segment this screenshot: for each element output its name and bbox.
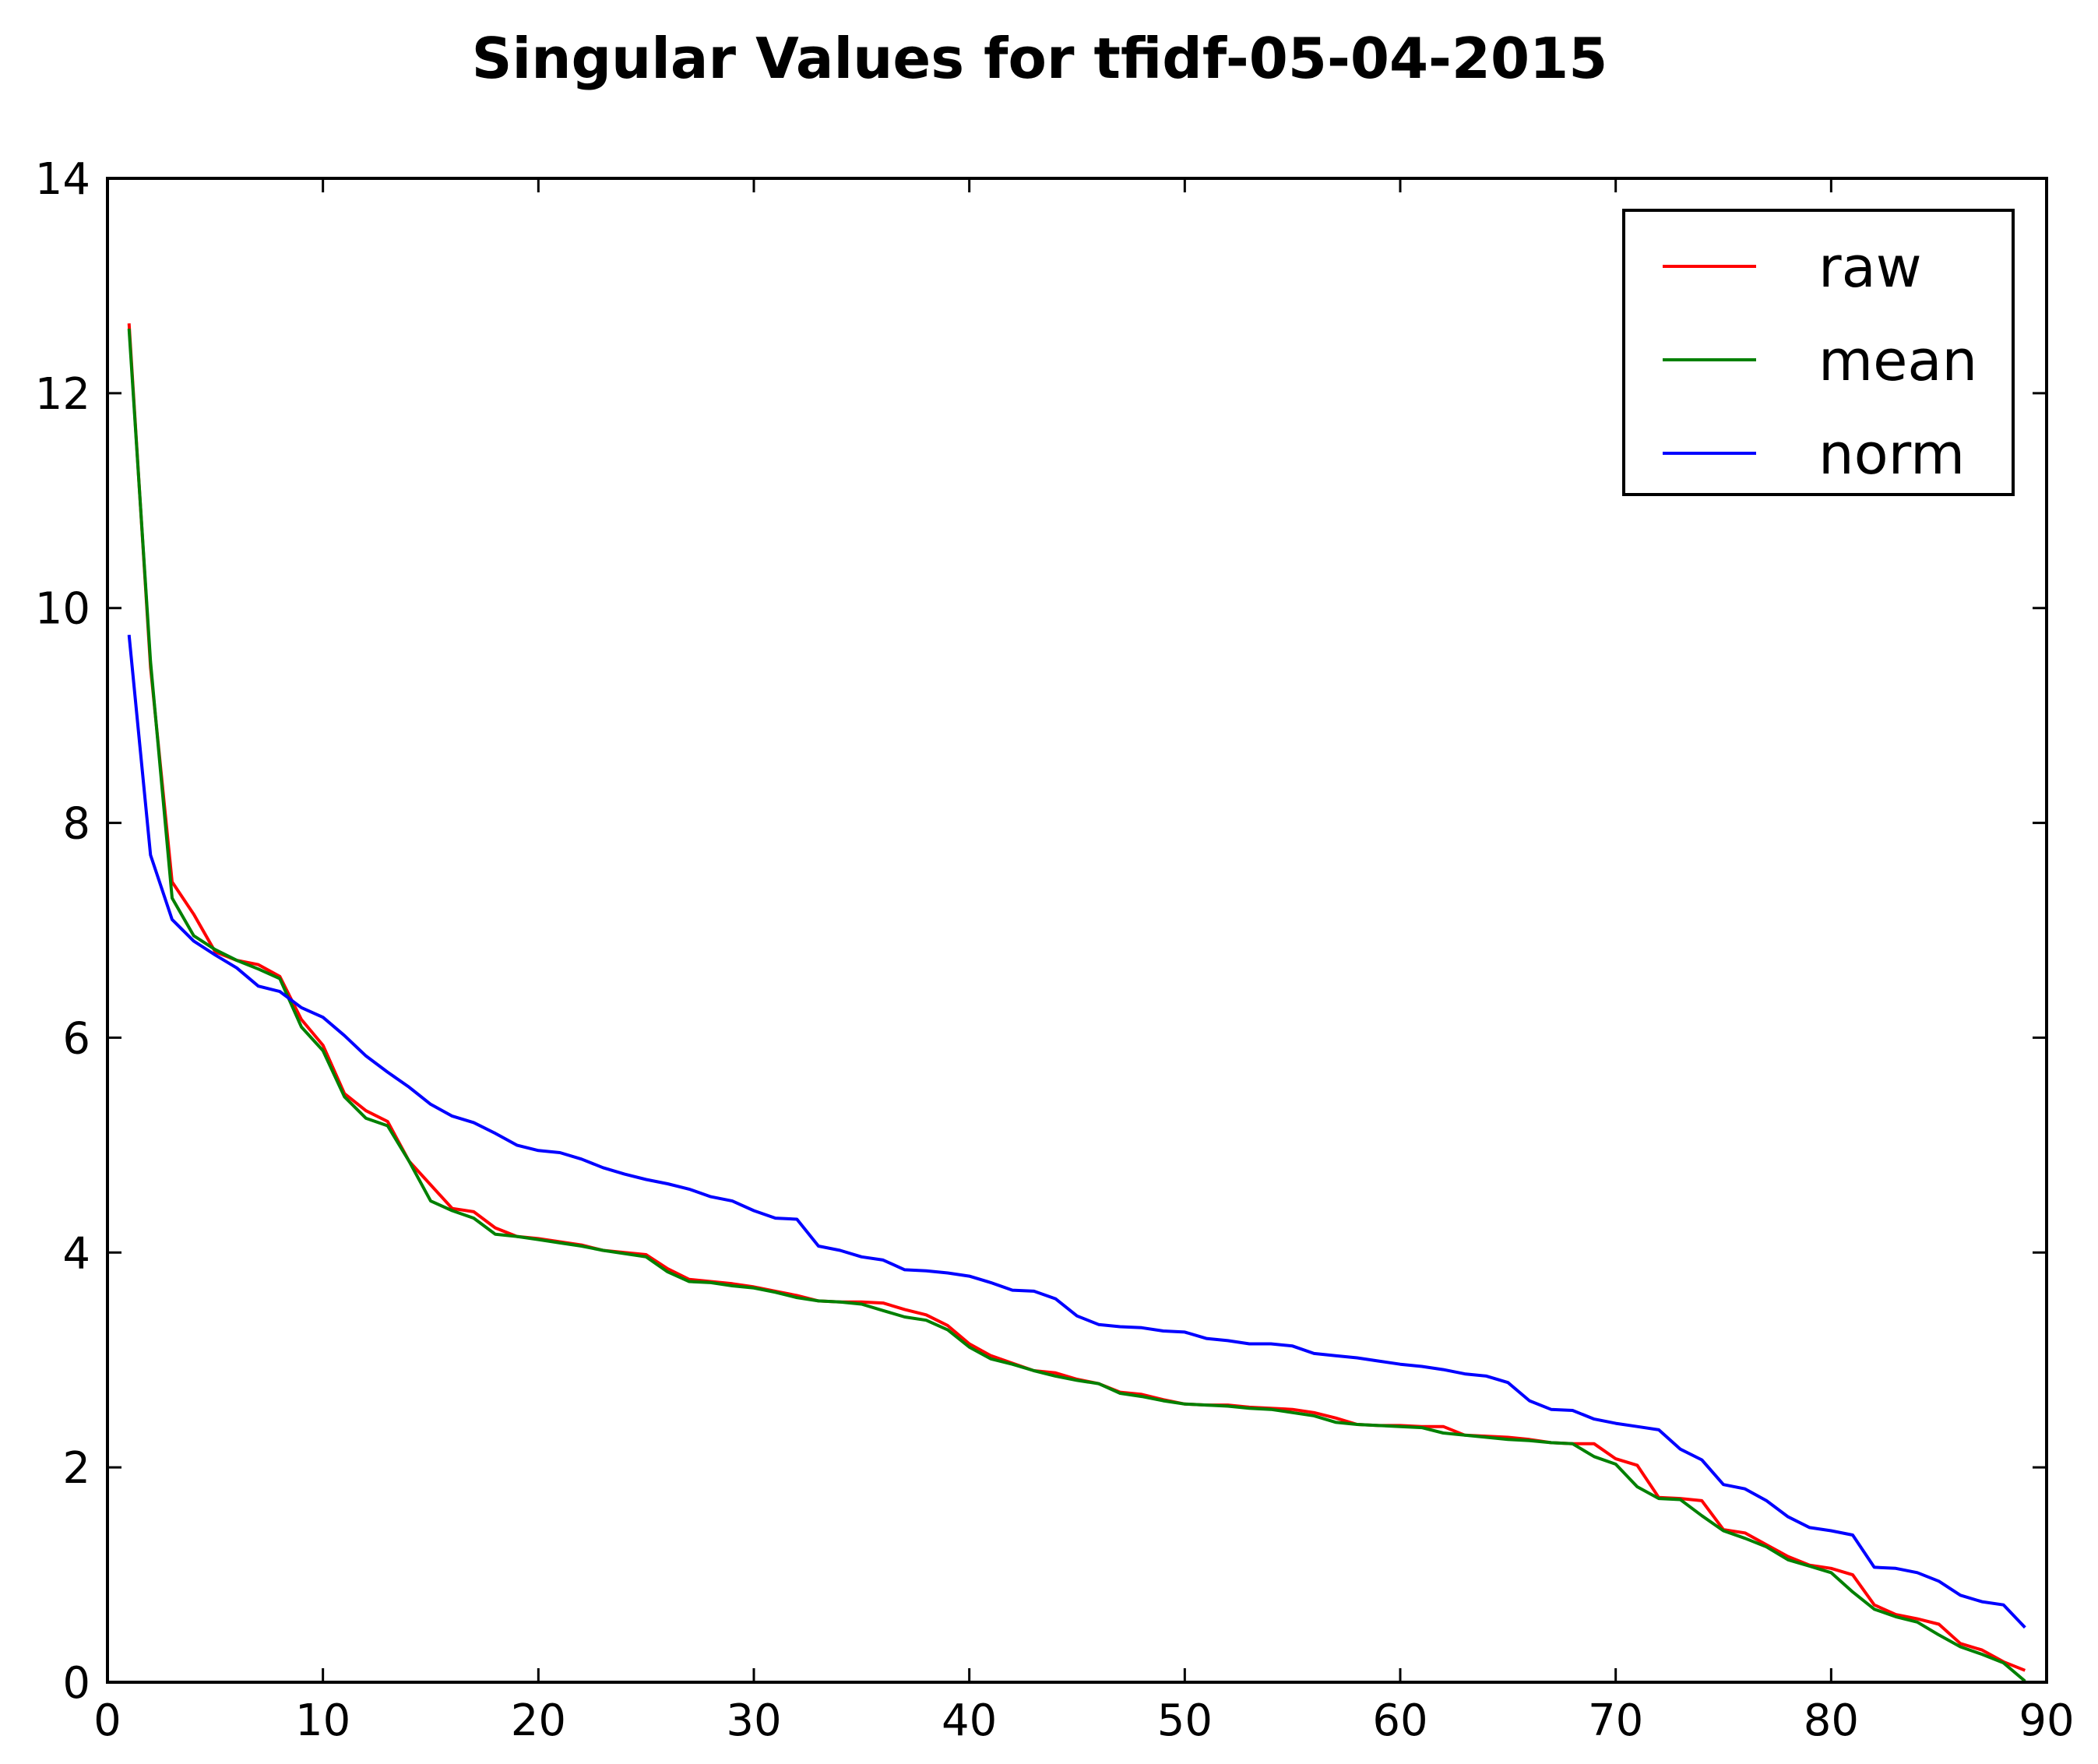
plot-frame <box>106 177 2048 1684</box>
x-tick-label: 90 <box>2019 1695 2074 1746</box>
series-line-norm <box>127 635 2026 1629</box>
x-tick-label: 40 <box>942 1695 997 1746</box>
legend: raw mean norm <box>1622 209 2015 496</box>
series-line-raw <box>127 323 2026 1672</box>
legend-label-raw: raw <box>1818 234 1922 300</box>
x-tick-label: 10 <box>295 1695 350 1746</box>
y-tick-label: 0 <box>62 1658 90 1709</box>
series-line-mean <box>127 328 2026 1682</box>
x-tick-label: 30 <box>726 1695 781 1746</box>
x-tick-label: 80 <box>1804 1695 1859 1746</box>
y-tick-label: 12 <box>35 369 90 420</box>
x-tick-label: 20 <box>511 1695 566 1746</box>
x-tick-label: 50 <box>1157 1695 1213 1746</box>
chart-title: Singular Values for tfidf-05-04-2015 <box>472 26 1608 91</box>
legend-label-mean: mean <box>1818 328 1977 393</box>
y-tick-label: 6 <box>62 1013 90 1064</box>
plot-area <box>127 323 2026 1682</box>
y-tick-label: 14 <box>35 154 90 205</box>
axes: 0 10 20 30 40 50 60 70 80 90 0 2 4 6 8 10 12 14 <box>35 154 2075 1746</box>
legend-box <box>1622 209 2015 496</box>
x-tick-label: 0 <box>93 1695 121 1746</box>
y-tick-label: 2 <box>62 1443 90 1494</box>
x-tick-label: 60 <box>1372 1695 1427 1746</box>
y-tick-label: 8 <box>62 799 90 850</box>
y-tick-label: 4 <box>62 1228 90 1279</box>
y-tick-label: 10 <box>35 584 90 635</box>
legend-label-norm: norm <box>1818 421 1965 487</box>
x-tick-label: 70 <box>1588 1695 1643 1746</box>
